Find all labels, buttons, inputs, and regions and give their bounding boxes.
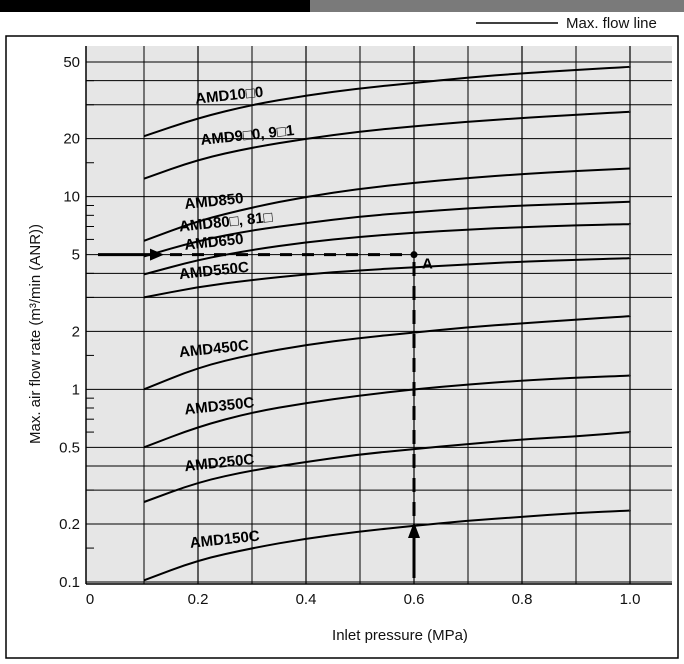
annotation-v-arrowhead [408,522,420,539]
x-tick-label: 0 [86,591,94,608]
annotation-point [410,251,418,259]
top-bar-dark [0,0,310,12]
y-tick-label: 20 [63,131,80,148]
y-tick-label: 0.5 [59,439,80,456]
y-tick-label: 5 [72,247,80,264]
y-axis-label: Max. air flow rate (m³/min (ANR)) [27,224,44,444]
curve-line [143,167,631,242]
y-tick-label: 10 [63,189,80,206]
y-tick-label: 1 [72,381,80,398]
curve-line [143,257,631,299]
y-tick-label: 2 [72,323,80,340]
curve-label: AMD650 [184,231,245,254]
annotation-label: A [422,256,433,273]
x-ticks: 0 0.2 0.4 0.6 0.8 1.0 [86,591,641,608]
y-tick-label: 0.2 [59,516,80,533]
curve-line [143,223,631,276]
curve-line [143,315,631,391]
y-tick-label: 50 [63,54,80,71]
x-tick-label: 0.4 [296,591,317,608]
chart-frame [5,35,679,659]
curve-line [143,110,631,180]
grid [85,46,672,585]
x-tick-label: 0.2 [188,591,209,608]
y-tick-label: 0.1 [59,574,80,591]
y-ticks: 0.1 0.2 0.5 1 2 5 10 20 50 [59,54,80,591]
curve-line [143,374,631,449]
x-tick-label: 0.8 [512,591,533,608]
annotation-h-arrowhead [150,248,164,261]
curve-line [143,509,631,582]
curve-line [143,65,631,138]
legend-label: Max. flow line [566,15,657,32]
x-tick-label: 0.6 [404,591,425,608]
x-axis-label: Inlet pressure (MPa) [332,627,468,644]
legend: Max. flow line [476,15,657,32]
curve-line [143,200,631,258]
x-tick-label: 1.0 [620,591,641,608]
curve-label: AMD850 [184,190,245,213]
annotation: A [98,248,433,578]
curve-line [143,431,631,503]
plot-background [86,46,672,584]
top-bar-grey [310,0,684,12]
